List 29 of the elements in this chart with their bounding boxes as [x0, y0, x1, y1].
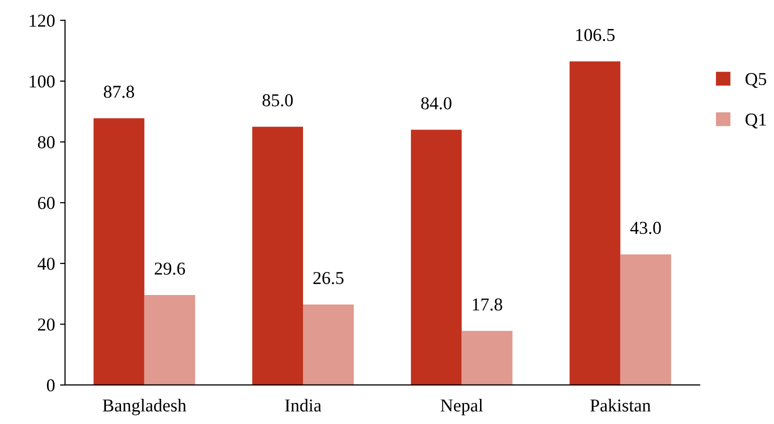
bar: [410, 130, 462, 385]
y-tick-label: 40: [38, 258, 55, 270]
y-tick-label: 20: [38, 318, 55, 331]
data-label: 17.8: [472, 298, 502, 311]
data-label: 84.0: [421, 97, 452, 110]
legend-label: Q1: [746, 114, 766, 128]
bar: [252, 126, 304, 385]
x-tick-label: India: [285, 398, 322, 412]
bar: [620, 254, 672, 385]
bar: [462, 330, 512, 385]
bar: [570, 61, 620, 385]
data-label: 43.0: [630, 222, 661, 234]
data-label: 26.5: [313, 272, 344, 284]
bar: [144, 295, 196, 385]
y-tick-label: 60: [38, 196, 55, 210]
x-tick-label: Nepal: [440, 398, 483, 416]
data-label: 106.5: [576, 28, 615, 42]
bar: [94, 118, 144, 385]
y-tick-label: 0: [46, 379, 55, 392]
legend-label: Q5: [746, 73, 766, 88]
y-tick-label: 100: [30, 75, 55, 88]
x-tick-label: Pakistan: [590, 398, 651, 412]
y-tick-label: 80: [38, 136, 55, 148]
data-label: 29.6: [154, 262, 185, 275]
y-tick-label: 120: [30, 14, 55, 27]
data-label: 85.0: [262, 94, 293, 106]
x-tick-label: Bangladesh: [102, 398, 186, 416]
data-label: 87.8: [104, 86, 134, 98]
bar: [303, 304, 354, 385]
